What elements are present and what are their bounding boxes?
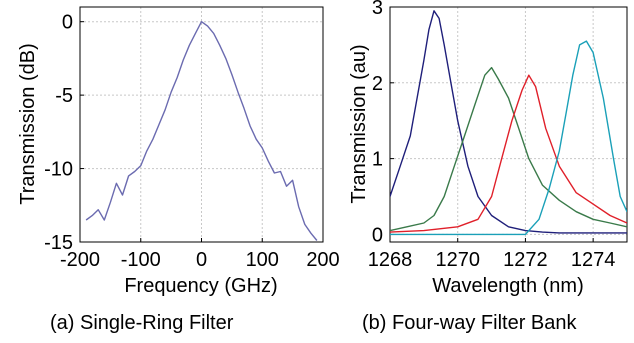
- chart-a-x-axis-label: Frequency (GHz): [124, 275, 277, 297]
- chart-b-y-tick-label-2: 2: [372, 73, 383, 95]
- caption-b: (b) Four-way Filter Bank: [362, 312, 577, 334]
- chart-a-y-axis-label: Transmission (dB): [17, 43, 39, 205]
- chart-a-y-tick-label-2: -10: [44, 159, 73, 181]
- chart-b-series-line-2: [390, 74, 627, 233]
- chart-b-series-line-1: [390, 66, 627, 232]
- chart-a-x-tick-label-1: -100: [121, 249, 161, 271]
- chart-b-x-tick-label-1: 1270: [435, 249, 480, 271]
- chart-b-x-axis-label: Wavelength (nm): [432, 275, 584, 297]
- chart-a-x-tick-label-0: -200: [60, 249, 100, 271]
- chart-b-y-axis-label: Transmission (au): [348, 44, 370, 203]
- chart-a-x-tick-label-4: 200: [306, 249, 339, 271]
- chart-a-y-tick-label-1: -5: [55, 85, 73, 107]
- caption-a: (a) Single-Ring Filter: [50, 312, 234, 334]
- chart-b-x-tick-label-3: 1274: [571, 249, 616, 271]
- chart-b-y-tick-label-3: 3: [372, 0, 383, 19]
- chart-b-series-line-0: [390, 10, 627, 234]
- chart-b-series-line-3: [390, 40, 627, 236]
- chart-a-y-tick-label-3: -15: [44, 232, 73, 254]
- chart-b-plot-frame: [389, 6, 628, 243]
- chart-a-x-tick-label-3: 100: [246, 249, 279, 271]
- chart-b-x-tick-label-0: 1268: [368, 249, 413, 271]
- chart-b-y-tick-label-0: 0: [372, 224, 383, 246]
- chart-b-y-tick-label-1: 1: [372, 149, 383, 171]
- chart-a-y-tick-label-0: 0: [62, 12, 73, 34]
- chart-a-x-tick-label-2: 0: [196, 249, 207, 271]
- chart-b-x-tick-label-2: 1272: [503, 249, 548, 271]
- chart-a-series-line-0: [85, 21, 318, 241]
